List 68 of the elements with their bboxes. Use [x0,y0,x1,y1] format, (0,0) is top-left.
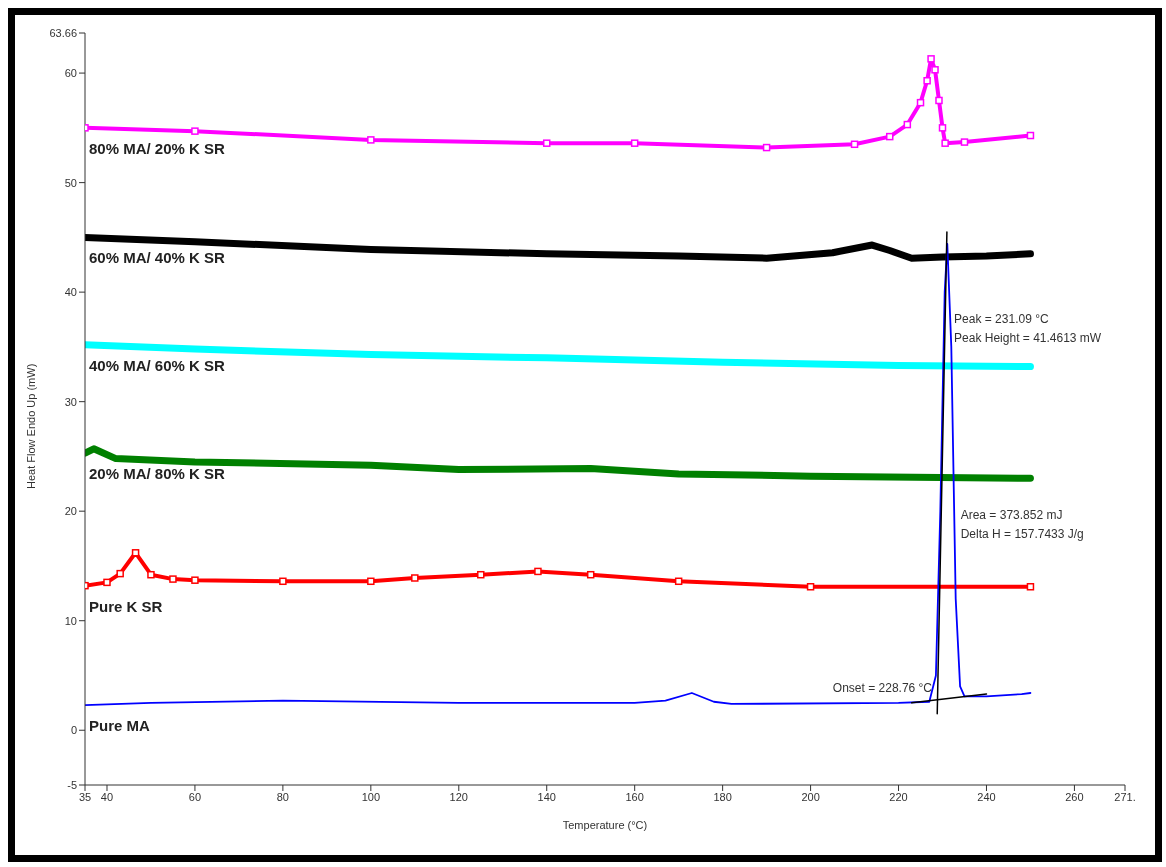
series-label: 20% MA/ 80% K SR [89,465,226,483]
point [885,132,894,141]
point [960,138,969,146]
y-tick-label: 40 [64,286,77,299]
point [586,570,595,579]
y-tick-label: 50 [64,176,77,189]
annotation: Peak Height = 41.4613 mW [954,331,1102,346]
point [935,96,943,105]
point [762,143,771,152]
y-tick-label: 30 [64,395,77,408]
point [131,549,140,557]
point [103,578,111,587]
x-tick-label: 220 [889,790,908,803]
point [1026,583,1035,591]
annotation: Area = 373.852 mJ [960,507,1063,522]
point [1026,131,1035,140]
y-tick-label: 10 [64,614,77,627]
series-label: 80% MA/ 20% K SR [89,139,226,157]
point [806,583,815,591]
x-tick-label: 35 [78,790,92,803]
point [191,127,199,135]
annotation: Peak = 231.09 °C [954,311,1049,326]
series-label: Pure K SR [89,597,163,615]
point [674,577,683,586]
point [116,569,124,578]
point [903,120,912,129]
x-tick-label: 140 [537,790,556,803]
point [923,77,931,85]
point [850,140,859,149]
x-tick-label: 100 [361,790,381,803]
series-label: Pure MA [89,717,151,735]
point [542,139,551,147]
x-tick-label: 260 [1065,790,1084,803]
x-tick-label: 60 [188,790,202,803]
x-tick-label: 240 [977,790,996,803]
series-label: 60% MA/ 40% K SR [89,249,226,267]
y-tick-label: 0 [70,724,77,737]
y-tick-label: 60 [64,66,77,79]
point [630,139,639,147]
point [169,575,177,583]
x-tick-label: 80 [276,790,290,803]
y-axis-title: Heat Flow Endo Up (mW) [24,363,37,489]
point [931,66,939,74]
series-label: 40% MA/ 60% K SR [89,356,226,374]
y-tick-label: -5 [67,778,77,791]
point [938,124,947,132]
x-tick-label: 160 [625,790,644,803]
point [927,55,935,63]
x-tick-label: 200 [801,790,820,803]
point [191,576,199,584]
point [411,574,419,582]
point [916,98,925,107]
x-tick-label: 40 [100,790,114,803]
point [279,577,287,586]
point [367,136,375,144]
point [367,577,375,586]
point [534,567,542,576]
x-tick-label: 180 [713,790,732,803]
point [941,139,949,147]
x-tick-label: 271. [1114,790,1136,803]
y-tick-label: 20 [64,505,77,518]
point [477,570,485,579]
x-tick-label: 120 [449,790,468,803]
y-tick-label: 63.66 [49,26,77,39]
annotation: Onset = 228.76 °C [832,681,933,696]
point [147,570,155,579]
annotation: Delta H = 157.7433 J/g [960,527,1084,542]
x-axis-title: Temperature (°C) [562,819,648,831]
